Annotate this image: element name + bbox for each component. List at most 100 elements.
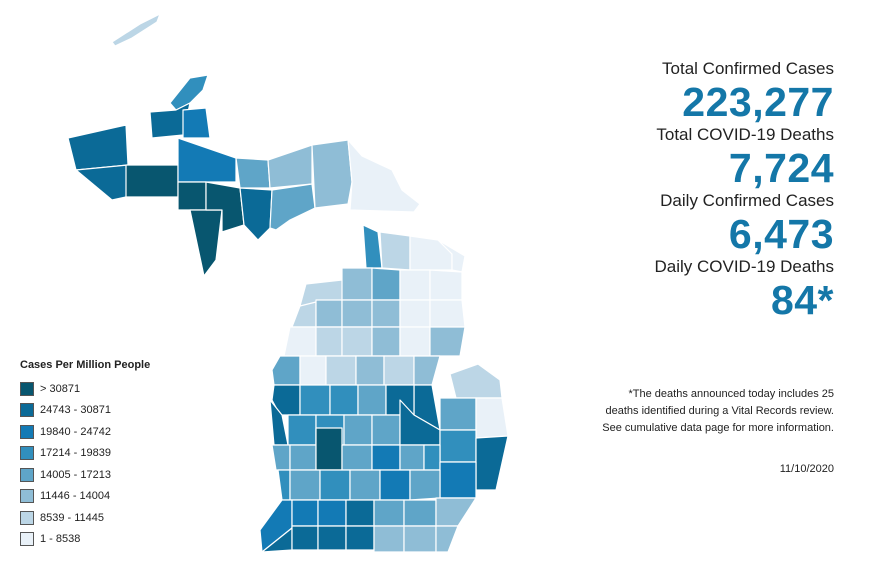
county-tuscola[interactable] xyxy=(439,397,477,431)
county-eaton-west[interactable] xyxy=(315,427,343,471)
legend-item: 1 - 8538 xyxy=(20,529,190,551)
county-hillsdale[interactable] xyxy=(373,499,405,527)
county-clinton-north[interactable] xyxy=(357,384,387,416)
county-eaton[interactable] xyxy=(341,444,373,471)
county-ingham[interactable] xyxy=(371,444,401,471)
county-s-border-6[interactable] xyxy=(403,525,437,553)
county-shiawassee[interactable] xyxy=(371,414,401,446)
county-huron[interactable] xyxy=(449,363,503,399)
county-manistee[interactable] xyxy=(291,301,317,328)
county-alger[interactable] xyxy=(235,157,271,189)
county-montcalm[interactable] xyxy=(299,384,331,416)
legend-swatch xyxy=(20,446,34,461)
legend-label: 11446 - 14004 xyxy=(40,490,111,503)
county-lenawee[interactable] xyxy=(403,499,437,527)
county-macomb[interactable] xyxy=(439,461,477,499)
legend-item: > 30871 xyxy=(20,378,190,400)
county-isabella[interactable] xyxy=(355,355,385,386)
county-newaygo[interactable] xyxy=(299,355,327,386)
county-gladwin[interactable] xyxy=(399,326,431,357)
county-mackinac[interactable] xyxy=(269,183,316,231)
county-iosco[interactable] xyxy=(429,326,466,357)
county-washtenaw[interactable] xyxy=(379,469,411,501)
legend-label: > 30871 xyxy=(40,382,81,395)
county-dickinson[interactable] xyxy=(177,181,207,211)
daily-cases-value: 6,473 xyxy=(728,211,834,257)
county-arenac[interactable] xyxy=(413,355,441,386)
county-presque-isle[interactable] xyxy=(437,239,466,273)
county-mason[interactable] xyxy=(283,326,317,357)
legend-swatch xyxy=(20,381,34,396)
county-mecosta[interactable] xyxy=(325,355,357,386)
daily-deaths-label: Daily COVID-19 Deaths xyxy=(654,257,834,276)
legend-swatch xyxy=(20,489,34,504)
legend-item: 14005 - 17213 xyxy=(20,464,190,486)
county-lake[interactable] xyxy=(315,326,343,357)
county-st-joseph[interactable] xyxy=(317,499,347,527)
daily-cases-label: Daily Confirmed Cases xyxy=(660,191,834,210)
county-chippewa[interactable] xyxy=(311,139,353,209)
total-deaths-value: 7,724 xyxy=(728,145,834,191)
county-emmet[interactable] xyxy=(379,231,411,271)
county-gogebic[interactable] xyxy=(75,164,129,201)
county-kalkaska[interactable] xyxy=(341,299,373,328)
county-lapeer[interactable] xyxy=(439,429,477,463)
county-crawford[interactable] xyxy=(371,299,401,328)
county-antrim[interactable] xyxy=(341,267,373,301)
legend-label: 17214 - 19839 xyxy=(40,447,111,460)
county-sw-border-4[interactable] xyxy=(345,525,375,551)
county-kalamazoo[interactable] xyxy=(289,469,321,501)
county-cass[interactable] xyxy=(291,499,319,527)
county-iron[interactable] xyxy=(125,164,179,198)
county-sanilac[interactable] xyxy=(475,397,509,439)
michigan-choropleth-map xyxy=(67,13,509,553)
county-clare[interactable] xyxy=(371,326,401,357)
county-baraga[interactable] xyxy=(182,107,211,139)
county-alcona[interactable] xyxy=(429,299,466,328)
county-barry[interactable] xyxy=(289,444,317,471)
county-kent[interactable] xyxy=(287,414,317,446)
county-clinton[interactable] xyxy=(343,414,373,446)
county-midland[interactable] xyxy=(383,355,415,386)
county-livingston[interactable] xyxy=(399,444,425,471)
county-leelanau[interactable] xyxy=(362,224,383,269)
county-jackson[interactable] xyxy=(349,469,381,501)
county-monroe[interactable] xyxy=(435,497,477,527)
county-calhoun[interactable] xyxy=(319,469,351,501)
county-montmorency[interactable] xyxy=(429,269,463,301)
county-gratiot[interactable] xyxy=(329,384,359,416)
legend-label: 24743 - 30871 xyxy=(40,404,111,417)
county-van-buren[interactable] xyxy=(277,469,291,501)
total-deaths-label: Total COVID-19 Deaths xyxy=(656,125,834,144)
county-osceola[interactable] xyxy=(341,326,373,357)
legend-swatch xyxy=(20,467,34,482)
legend-label: 8539 - 11445 xyxy=(40,511,105,524)
county-sw-border-2[interactable] xyxy=(291,525,319,551)
county-s-border-5[interactable] xyxy=(373,525,405,553)
county-oceana[interactable] xyxy=(271,355,301,386)
county-marquette[interactable] xyxy=(177,137,237,183)
county-sw-border-3[interactable] xyxy=(317,525,347,551)
legend-swatch xyxy=(20,403,34,418)
county-st-clair[interactable] xyxy=(475,435,509,491)
legend-item: 11446 - 14004 xyxy=(20,486,190,508)
county-ontonagon[interactable] xyxy=(67,124,129,171)
county-charlevoix[interactable] xyxy=(371,267,401,301)
county-menominee[interactable] xyxy=(189,209,223,277)
legend-item: 19840 - 24742 xyxy=(20,421,190,443)
county-cheboygan[interactable] xyxy=(409,235,453,271)
county-s-border-7[interactable] xyxy=(435,525,459,553)
county-branch[interactable] xyxy=(345,499,375,527)
island-isle-royale[interactable] xyxy=(111,13,161,47)
county-wexford[interactable] xyxy=(315,299,343,328)
county-otsego[interactable] xyxy=(399,269,431,301)
county-oscoda[interactable] xyxy=(399,299,431,328)
county-oakland[interactable] xyxy=(423,444,441,471)
county-chippewa-east[interactable] xyxy=(347,139,421,213)
legend-label: 19840 - 24742 xyxy=(40,425,111,438)
county-schoolcraft[interactable] xyxy=(239,187,273,241)
county-wayne[interactable] xyxy=(409,469,441,501)
county-luce[interactable] xyxy=(267,144,313,189)
county-allegan[interactable] xyxy=(271,444,291,471)
legend-swatch xyxy=(20,532,34,547)
